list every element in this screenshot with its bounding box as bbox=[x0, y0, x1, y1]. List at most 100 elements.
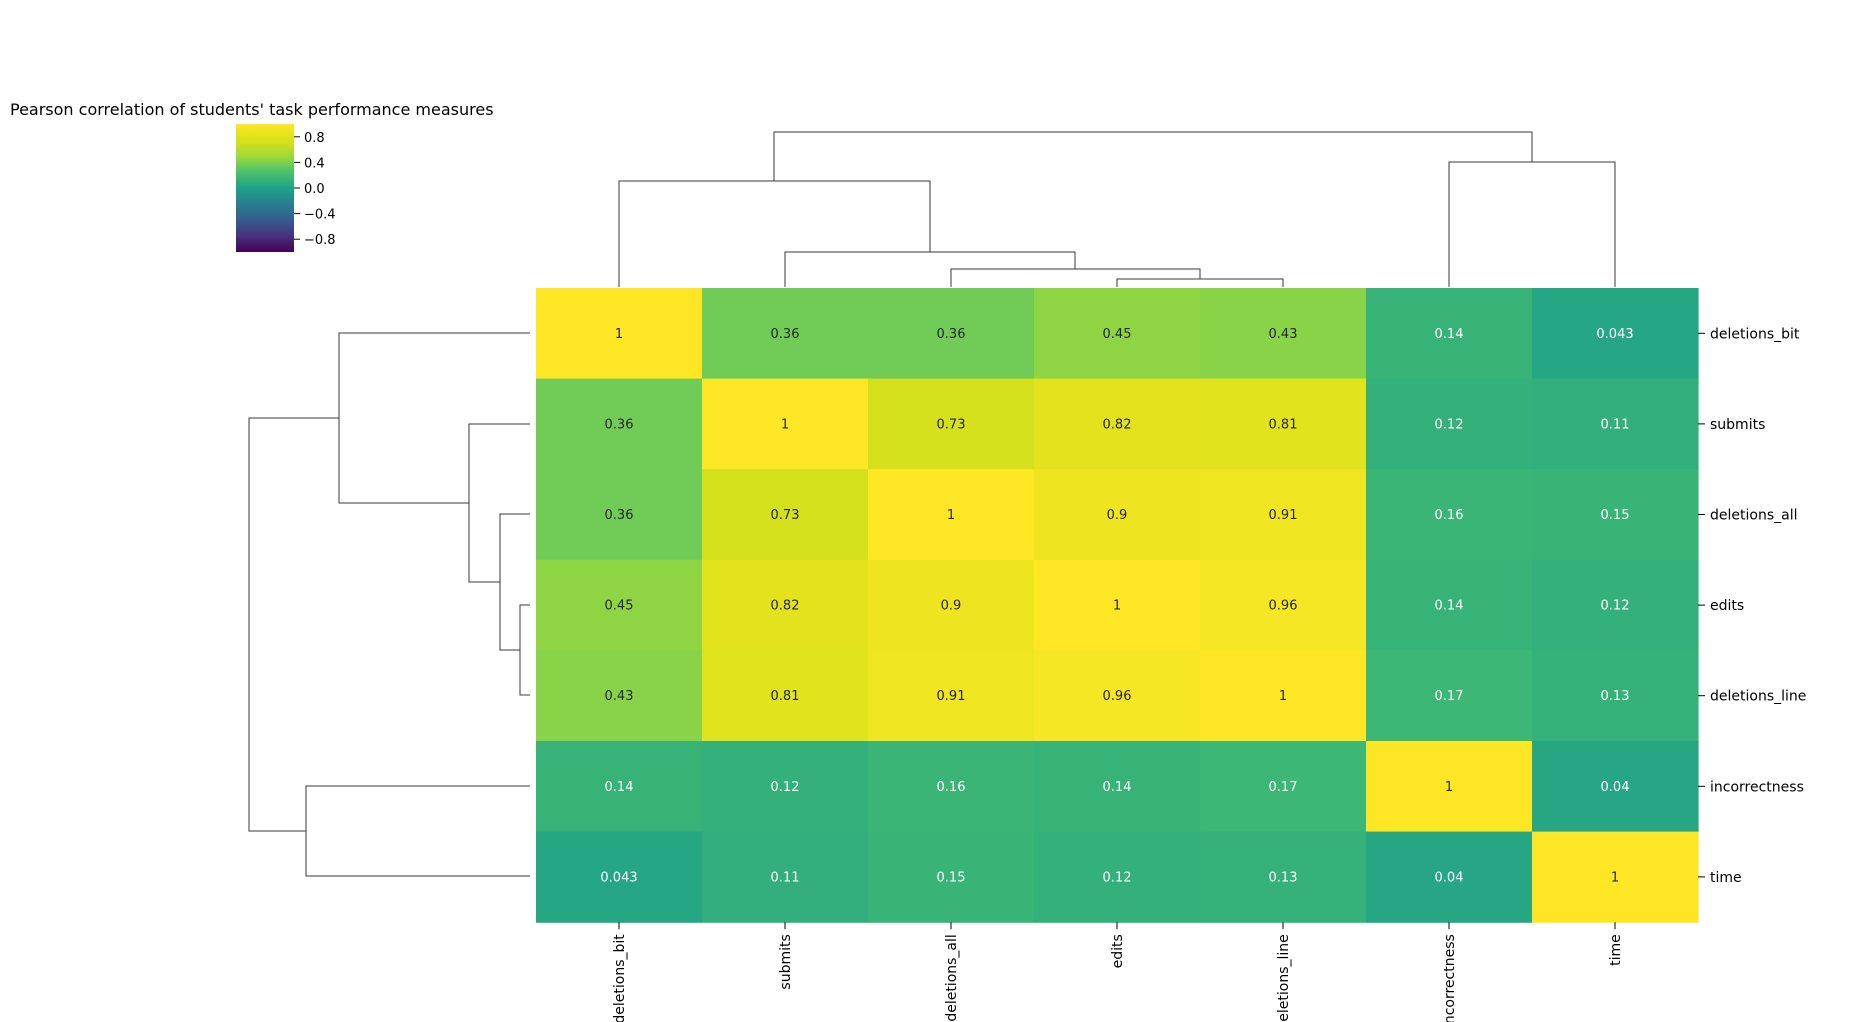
heatmap-cell bbox=[536, 288, 703, 380]
row-label: submits bbox=[1710, 417, 1765, 433]
col-dendro-link-root bbox=[773, 131, 1533, 181]
cell-value-label: 0.15 bbox=[1601, 508, 1630, 523]
heatmap-cell bbox=[1034, 288, 1201, 380]
cell-value-label: 0.043 bbox=[600, 870, 637, 885]
heatmap-cell bbox=[1366, 288, 1533, 380]
heatmap-cell bbox=[702, 741, 869, 833]
row-dendro-link-deletions-bit bbox=[338, 332, 530, 504]
colorbar-tick-label: −0.8 bbox=[304, 233, 336, 248]
heatmap-cell bbox=[1034, 831, 1201, 923]
heatmap-cell bbox=[1366, 650, 1533, 742]
heatmap-cell bbox=[1034, 378, 1201, 470]
cell-value-label: 0.12 bbox=[1103, 870, 1132, 885]
row-label: deletions_all bbox=[1710, 508, 1797, 524]
col-dendro-link-deletions-all bbox=[950, 268, 1201, 287]
cell-value-label: 0.14 bbox=[1103, 780, 1132, 795]
cell-value-label: 1 bbox=[1279, 689, 1287, 704]
colorbar-tick-label: 0.8 bbox=[304, 131, 325, 146]
column-label: time bbox=[1608, 934, 1624, 966]
cell-value-label: 0.43 bbox=[1269, 327, 1298, 342]
cell-value-label: 1 bbox=[1445, 780, 1453, 795]
cell-value-label: 0.15 bbox=[937, 870, 966, 885]
heatmap-cell bbox=[1366, 831, 1533, 923]
cell-value-label: 0.73 bbox=[937, 417, 966, 432]
heatmap-cell bbox=[1532, 288, 1699, 380]
cell-value-label: 0.43 bbox=[605, 689, 634, 704]
cell-value-label: 0.96 bbox=[1269, 599, 1298, 614]
heatmap-cell bbox=[536, 469, 703, 561]
col-dendro-link-incorrectness-time bbox=[1448, 161, 1616, 287]
cell-value-label: 0.9 bbox=[941, 599, 962, 614]
cell-value-label: 0.14 bbox=[1435, 599, 1464, 614]
heatmap-cell bbox=[1532, 650, 1699, 742]
heatmap-cell bbox=[536, 378, 703, 470]
cell-value-label: 0.17 bbox=[1435, 689, 1464, 704]
colorbar-tick-label: 0.4 bbox=[304, 156, 325, 171]
row-dendro-link-edits-deletions-line bbox=[519, 604, 530, 696]
heatmap-cell bbox=[1200, 288, 1367, 380]
heatmap-cell bbox=[1532, 741, 1699, 833]
colorbar-tick-label: −0.4 bbox=[304, 208, 336, 223]
heatmap-cell bbox=[868, 469, 1035, 561]
heatmap-cell bbox=[1200, 831, 1367, 923]
heatmap-cell bbox=[702, 288, 869, 380]
heatmap-cell bbox=[868, 559, 1035, 651]
cell-value-label: 0.14 bbox=[1435, 327, 1464, 342]
row-label: deletions_bit bbox=[1710, 326, 1800, 342]
cell-value-label: 0.16 bbox=[1435, 508, 1464, 523]
cell-value-label: 0.043 bbox=[1596, 327, 1633, 342]
cell-value-label: 0.96 bbox=[1103, 689, 1132, 704]
heatmap-cell bbox=[868, 650, 1035, 742]
cell-value-label: 0.36 bbox=[605, 417, 634, 432]
cell-value-label: 0.12 bbox=[1601, 599, 1630, 614]
cell-value-label: 0.9 bbox=[1107, 508, 1128, 523]
heatmap-cell bbox=[702, 559, 869, 651]
heatmap-cell bbox=[702, 650, 869, 742]
heatmap-cell bbox=[1200, 650, 1367, 742]
cell-value-label: 0.12 bbox=[1435, 417, 1464, 432]
cell-value-label: 0.13 bbox=[1269, 870, 1298, 885]
heatmap-cell bbox=[536, 559, 703, 651]
row-dendro-link-deletions-all bbox=[499, 513, 530, 651]
cell-value-label: 1 bbox=[1113, 599, 1121, 614]
column-dendrogram bbox=[618, 131, 1616, 287]
column-labels: deletions_bit submits deletions_all edits de… bbox=[612, 922, 1624, 1022]
cell-value-label: 0.45 bbox=[1103, 327, 1132, 342]
row-label: time bbox=[1710, 870, 1742, 886]
heatmap-cell bbox=[536, 831, 703, 923]
heatmap-grid: 1 0.36 0.36 0.45 0.43 0.14 0.043 0.36 1 0.73 0.82 0… bbox=[536, 288, 1699, 923]
heatmap-cell bbox=[1532, 469, 1699, 561]
col-dendro-link-deletions-bit bbox=[618, 180, 931, 287]
heatmap-cell bbox=[1200, 378, 1367, 470]
heatmap-cell bbox=[1200, 469, 1367, 561]
column-label: incorrectness bbox=[1442, 934, 1458, 1022]
column-label: deletions_bit bbox=[612, 934, 628, 1022]
heatmap-cell bbox=[1532, 559, 1699, 651]
cell-value-label: 0.17 bbox=[1269, 780, 1298, 795]
heatmap-cell bbox=[1200, 559, 1367, 651]
cell-value-label: 0.11 bbox=[771, 870, 800, 885]
heatmap-cell bbox=[1034, 559, 1201, 651]
column-label: submits bbox=[778, 934, 794, 989]
cell-value-label: 0.81 bbox=[771, 689, 800, 704]
heatmap-cell bbox=[702, 831, 869, 923]
heatmap-cell bbox=[1034, 650, 1201, 742]
heatmap-cell bbox=[1034, 469, 1201, 561]
cell-value-label: 0.36 bbox=[937, 327, 966, 342]
cell-value-label: 0.82 bbox=[771, 599, 800, 614]
heatmap-cell bbox=[1532, 831, 1699, 923]
cell-value-label: 0.81 bbox=[1269, 417, 1298, 432]
column-label: deletions_line bbox=[1276, 934, 1292, 1022]
heatmap-cell bbox=[868, 741, 1035, 833]
cell-value-label: 1 bbox=[947, 508, 955, 523]
cell-value-label: 0.82 bbox=[1103, 417, 1132, 432]
chart-title: Pearson correlation of students' task pe… bbox=[10, 100, 494, 119]
heatmap-cell bbox=[702, 469, 869, 561]
cell-value-label: 0.36 bbox=[771, 327, 800, 342]
cell-value-label: 1 bbox=[781, 417, 789, 432]
cell-value-label: 0.36 bbox=[605, 508, 634, 523]
row-label: deletions_line bbox=[1710, 689, 1806, 705]
colorbar-gradient bbox=[236, 124, 294, 252]
